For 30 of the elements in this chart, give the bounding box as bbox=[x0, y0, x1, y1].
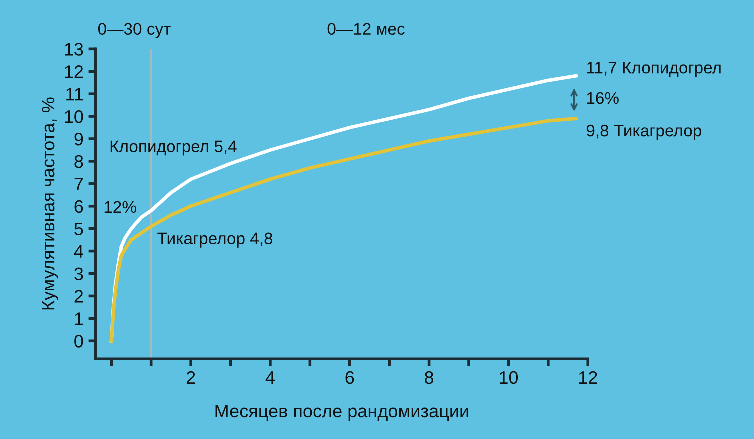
x-axis-title: Месяцев после рандомизации bbox=[216, 405, 468, 422]
x-tick-label: 10 bbox=[500, 371, 518, 384]
x-tick-label: 4 bbox=[266, 372, 275, 384]
annotation: Тикагрелор 4,8 bbox=[158, 232, 273, 248]
y-tick-label: 2 bbox=[74, 290, 84, 303]
y-tick-label: 5 bbox=[74, 222, 84, 236]
y-tick-label: 10 bbox=[65, 110, 84, 124]
x-tick-label: 6 bbox=[346, 371, 354, 384]
y-tick-label: 4 bbox=[74, 245, 84, 258]
ref-line-label: 0—30 сут bbox=[98, 23, 171, 38]
y-tick-label: 6 bbox=[74, 200, 84, 214]
text: 0—12 мес bbox=[328, 23, 405, 36]
y-tick-label: 0 bbox=[74, 335, 84, 348]
x-tick-label: 8 bbox=[425, 371, 434, 384]
y-axis-title: Кумулятивная частота, % bbox=[42, 98, 58, 310]
y-tick-label: 12 bbox=[65, 66, 84, 78]
y-tick-label: 1 bbox=[75, 312, 84, 326]
x-tick-label: 12 bbox=[579, 371, 598, 384]
y-tick-label: 13 bbox=[65, 43, 84, 56]
y-tick-label: 8 bbox=[74, 155, 84, 168]
annotation: 12% bbox=[104, 201, 136, 214]
y-tick-label: 11 bbox=[66, 88, 84, 101]
annotation: 11,7 Клопидогрел bbox=[587, 62, 721, 78]
y-tick-label: 7 bbox=[74, 178, 84, 190]
annotation: 9,8 Тикагрелор bbox=[586, 124, 702, 140]
y-tick-label: 9 bbox=[74, 132, 84, 146]
x-tick-label: 2 bbox=[186, 371, 196, 384]
y-tick-label: 3 bbox=[74, 268, 84, 280]
annotation: Клопидогрел 5,4 bbox=[110, 140, 237, 156]
annotation: 16% bbox=[587, 92, 619, 104]
